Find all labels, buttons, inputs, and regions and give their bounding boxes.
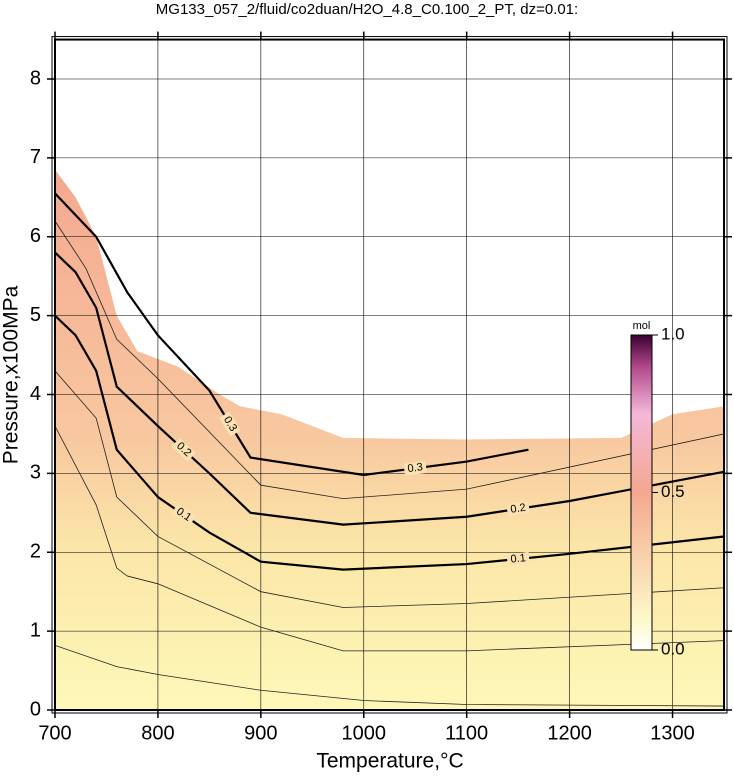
plot-area: 0.10.10.20.20.30.3 [55,39,724,710]
thin-contour [55,220,724,500]
y-tick-label: 7 [30,146,41,168]
contour-label-bg [506,551,530,567]
contour-label-bg [171,503,197,526]
x-tick-label: 900 [244,722,277,744]
y-tick-label: 8 [30,67,41,89]
plot-frame [54,38,725,711]
contour-label-bg [506,501,530,517]
colorbar-label: mol [633,320,651,332]
y-tick-label: 2 [30,541,41,563]
contour-label-group: 0.2 [506,501,530,517]
x-axis-label: Temperature,°C [316,750,463,773]
colorbar-tick-label: 0.5 [661,482,685,501]
y-tick-label: 4 [30,383,41,405]
y-axis-label: Pressure,x100MPa [0,285,23,464]
x-tick-label: 800 [141,722,174,744]
y-tick-label: 5 [30,304,41,326]
x-tick-label: 1300 [650,722,695,744]
field-area [55,169,724,710]
contour-label-bg [171,437,196,462]
chart-title: MG133_057_2/fluid/co2duan/H2O_4.8_C0.100… [156,1,578,18]
contour-label-group: 0.1 [506,551,530,567]
colorbar-tick-label: 1.0 [661,324,685,343]
colorbar-tick-label: 0.0 [661,639,685,658]
y-tick-label: 0 [30,698,41,720]
contour-line [55,314,724,571]
thin-contour [55,370,724,608]
colorbar [630,334,653,651]
x-tick-label: 700 [38,722,71,744]
contour-label: 0.1 [510,552,526,565]
x-tick-label: 1100 [445,722,488,744]
contour-label: 0.3 [407,461,424,475]
thin-contour [55,425,724,652]
plot-frame-outer [51,36,728,714]
contour-label-group: 0.3 [403,460,427,476]
y-tick-label: 3 [30,462,41,484]
x-tick-label: 1000 [342,722,387,744]
axes: 700 800 900 1000 1100 1200 1300 0 1 2 3 4 5 6 7 8 mol 0.0… [30,31,732,744]
thin-contour [55,644,724,707]
contour-label-bg [403,460,427,476]
y-tick-label: 1 [30,619,41,641]
contour-label-bg [219,411,241,437]
contour-line [55,251,724,526]
contour-label: 0.2 [510,502,527,516]
contour-line [55,192,529,477]
x-tick-label: 1200 [547,722,592,744]
y-tick-label: 6 [30,225,41,247]
